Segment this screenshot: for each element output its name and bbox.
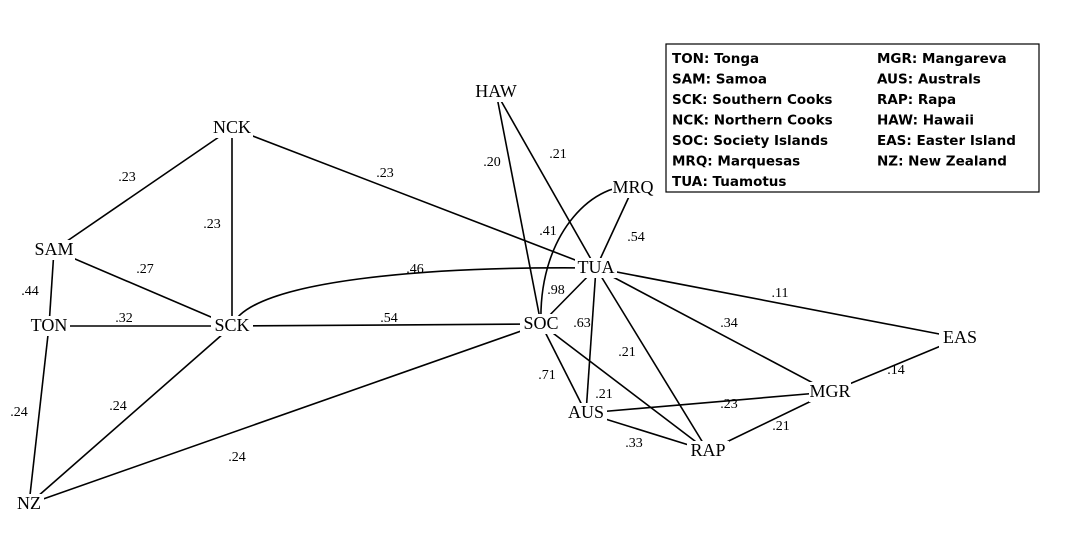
edge-weight-label: .41 xyxy=(539,224,557,239)
node-aus: AUS xyxy=(568,402,604,422)
nodes-layer: HAW NCK SAM TON SCK NZ SOC TUA MRQ AUS RAP MGR EAS xyxy=(14,81,981,514)
node-mgr: MGR xyxy=(809,381,850,401)
legend-entry: SCK: Southern Cooks xyxy=(672,92,832,108)
edge-weight-label: .54 xyxy=(380,311,398,326)
node-background xyxy=(565,403,607,423)
edge-weight-label: .21 xyxy=(618,345,636,360)
edge-mrq-tua xyxy=(595,187,634,269)
edge-weight-label: .32 xyxy=(115,311,133,326)
node-soc: SOC xyxy=(523,313,558,333)
edge-sck-tua xyxy=(231,267,597,327)
edge-weight-label: .33 xyxy=(625,436,643,451)
edge-weight-label: .71 xyxy=(538,368,556,383)
node-background xyxy=(520,314,562,334)
edge-ton-nz xyxy=(28,325,50,505)
legend-entry: EAS: Easter Island xyxy=(877,133,1016,149)
node-haw: HAW xyxy=(475,81,517,101)
node-background xyxy=(211,316,253,336)
edge-haw-tua xyxy=(495,91,597,269)
node-nck: NCK xyxy=(213,117,251,137)
edge-sam-ton xyxy=(48,249,55,327)
legend-entry: NZ: New Zealand xyxy=(877,154,1007,170)
edge-weight-label: .21 xyxy=(549,147,567,162)
node-background xyxy=(612,178,654,198)
legend-entry: TON: Tonga xyxy=(672,51,759,67)
edge-weight-label: .11 xyxy=(772,286,789,301)
legend-entry: SAM: Samoa xyxy=(672,72,767,88)
edge-weight-label: .23 xyxy=(720,397,738,412)
edge-weight-label: .98 xyxy=(547,283,565,298)
node-background xyxy=(939,328,981,348)
node-background xyxy=(475,82,517,102)
node-background xyxy=(211,118,253,138)
edge-weight-label: .44 xyxy=(21,284,39,299)
edge-mgr-eas xyxy=(829,337,961,393)
edge-nz-soc xyxy=(28,323,542,505)
node-sck: SCK xyxy=(214,315,249,335)
edge-soc-rap xyxy=(540,323,709,452)
node-background xyxy=(809,382,851,402)
node-background xyxy=(687,441,729,461)
node-background xyxy=(575,258,617,278)
edge-weight-label: .21 xyxy=(772,419,790,434)
edge-weight-label: .20 xyxy=(483,155,501,170)
edge-sck-nz xyxy=(28,325,233,505)
edge-soc-aus xyxy=(540,323,587,414)
edge-labels-layer: .23 .23 .23 .27 .44 .32 .24 .24 .24 .54 .46 .20 .21.… xyxy=(10,147,905,465)
legend-entry: RAP: Rapa xyxy=(877,92,956,108)
node-background xyxy=(33,240,75,260)
legend-entry: TUA: Tuamotus xyxy=(672,174,786,190)
legend-right-column: MGR: Mangareva AUS: Australs RAP: Rapa HAW:… xyxy=(877,51,1016,170)
legend: TON: Tonga SAM: Samoa SCK: Southern Cooks N… xyxy=(665,43,1040,193)
edge-weight-label: .24 xyxy=(109,399,127,414)
node-background xyxy=(28,316,70,336)
edge-weight-label: .24 xyxy=(10,405,28,420)
legend-entry: MGR: Mangareva xyxy=(877,51,1007,67)
legend-left-column: TON: Tonga SAM: Samoa SCK: Southern Cooks N… xyxy=(672,51,833,190)
edge-nck-tua xyxy=(231,127,597,269)
edge-haw-soc xyxy=(495,91,542,325)
node-sam: SAM xyxy=(34,239,73,259)
edge-weight-label: .63 xyxy=(573,316,591,331)
node-background xyxy=(14,494,44,514)
edge-weight-label: .34 xyxy=(720,316,738,331)
edge-weight-label: .54 xyxy=(627,230,645,245)
node-tua: TUA xyxy=(578,257,615,277)
edge-weight-label: .21 xyxy=(595,387,613,402)
legend-box xyxy=(665,43,1040,193)
edge-tua-eas xyxy=(595,267,961,339)
edges-layer xyxy=(28,91,961,505)
edge-tua-mgr xyxy=(595,267,831,393)
edge-sam-sck xyxy=(53,249,233,327)
edge-weight-label: .23 xyxy=(118,170,136,185)
node-nz: NZ xyxy=(17,493,41,513)
edge-mrq-soc xyxy=(540,186,634,325)
edge-sam-nck xyxy=(53,127,233,251)
edge-tua-aus xyxy=(585,267,597,414)
legend-entry: AUS: Australs xyxy=(877,72,981,88)
edge-aus-mgr xyxy=(585,391,831,414)
edge-weight-label: .27 xyxy=(136,262,154,277)
edge-weight-label: .46 xyxy=(406,262,424,277)
edge-weight-label: .23 xyxy=(203,217,221,232)
edge-weight-label: .24 xyxy=(228,450,246,465)
legend-entry: MRQ: Marquesas xyxy=(672,154,800,170)
edge-weight-label: .14 xyxy=(887,363,905,378)
node-eas: EAS xyxy=(943,327,977,347)
edge-weight-label: .23 xyxy=(376,166,394,181)
node-ton: TON xyxy=(31,315,68,335)
edge-sck-soc xyxy=(231,323,542,327)
legend-entry: HAW: Hawaii xyxy=(877,113,974,129)
legend-entry: SOC: Society Islands xyxy=(672,133,828,149)
legend-entry: NCK: Northern Cooks xyxy=(672,113,833,129)
node-rap: RAP xyxy=(690,440,725,460)
edge-tua-rap xyxy=(595,267,709,452)
node-mrq: MRQ xyxy=(612,177,653,197)
